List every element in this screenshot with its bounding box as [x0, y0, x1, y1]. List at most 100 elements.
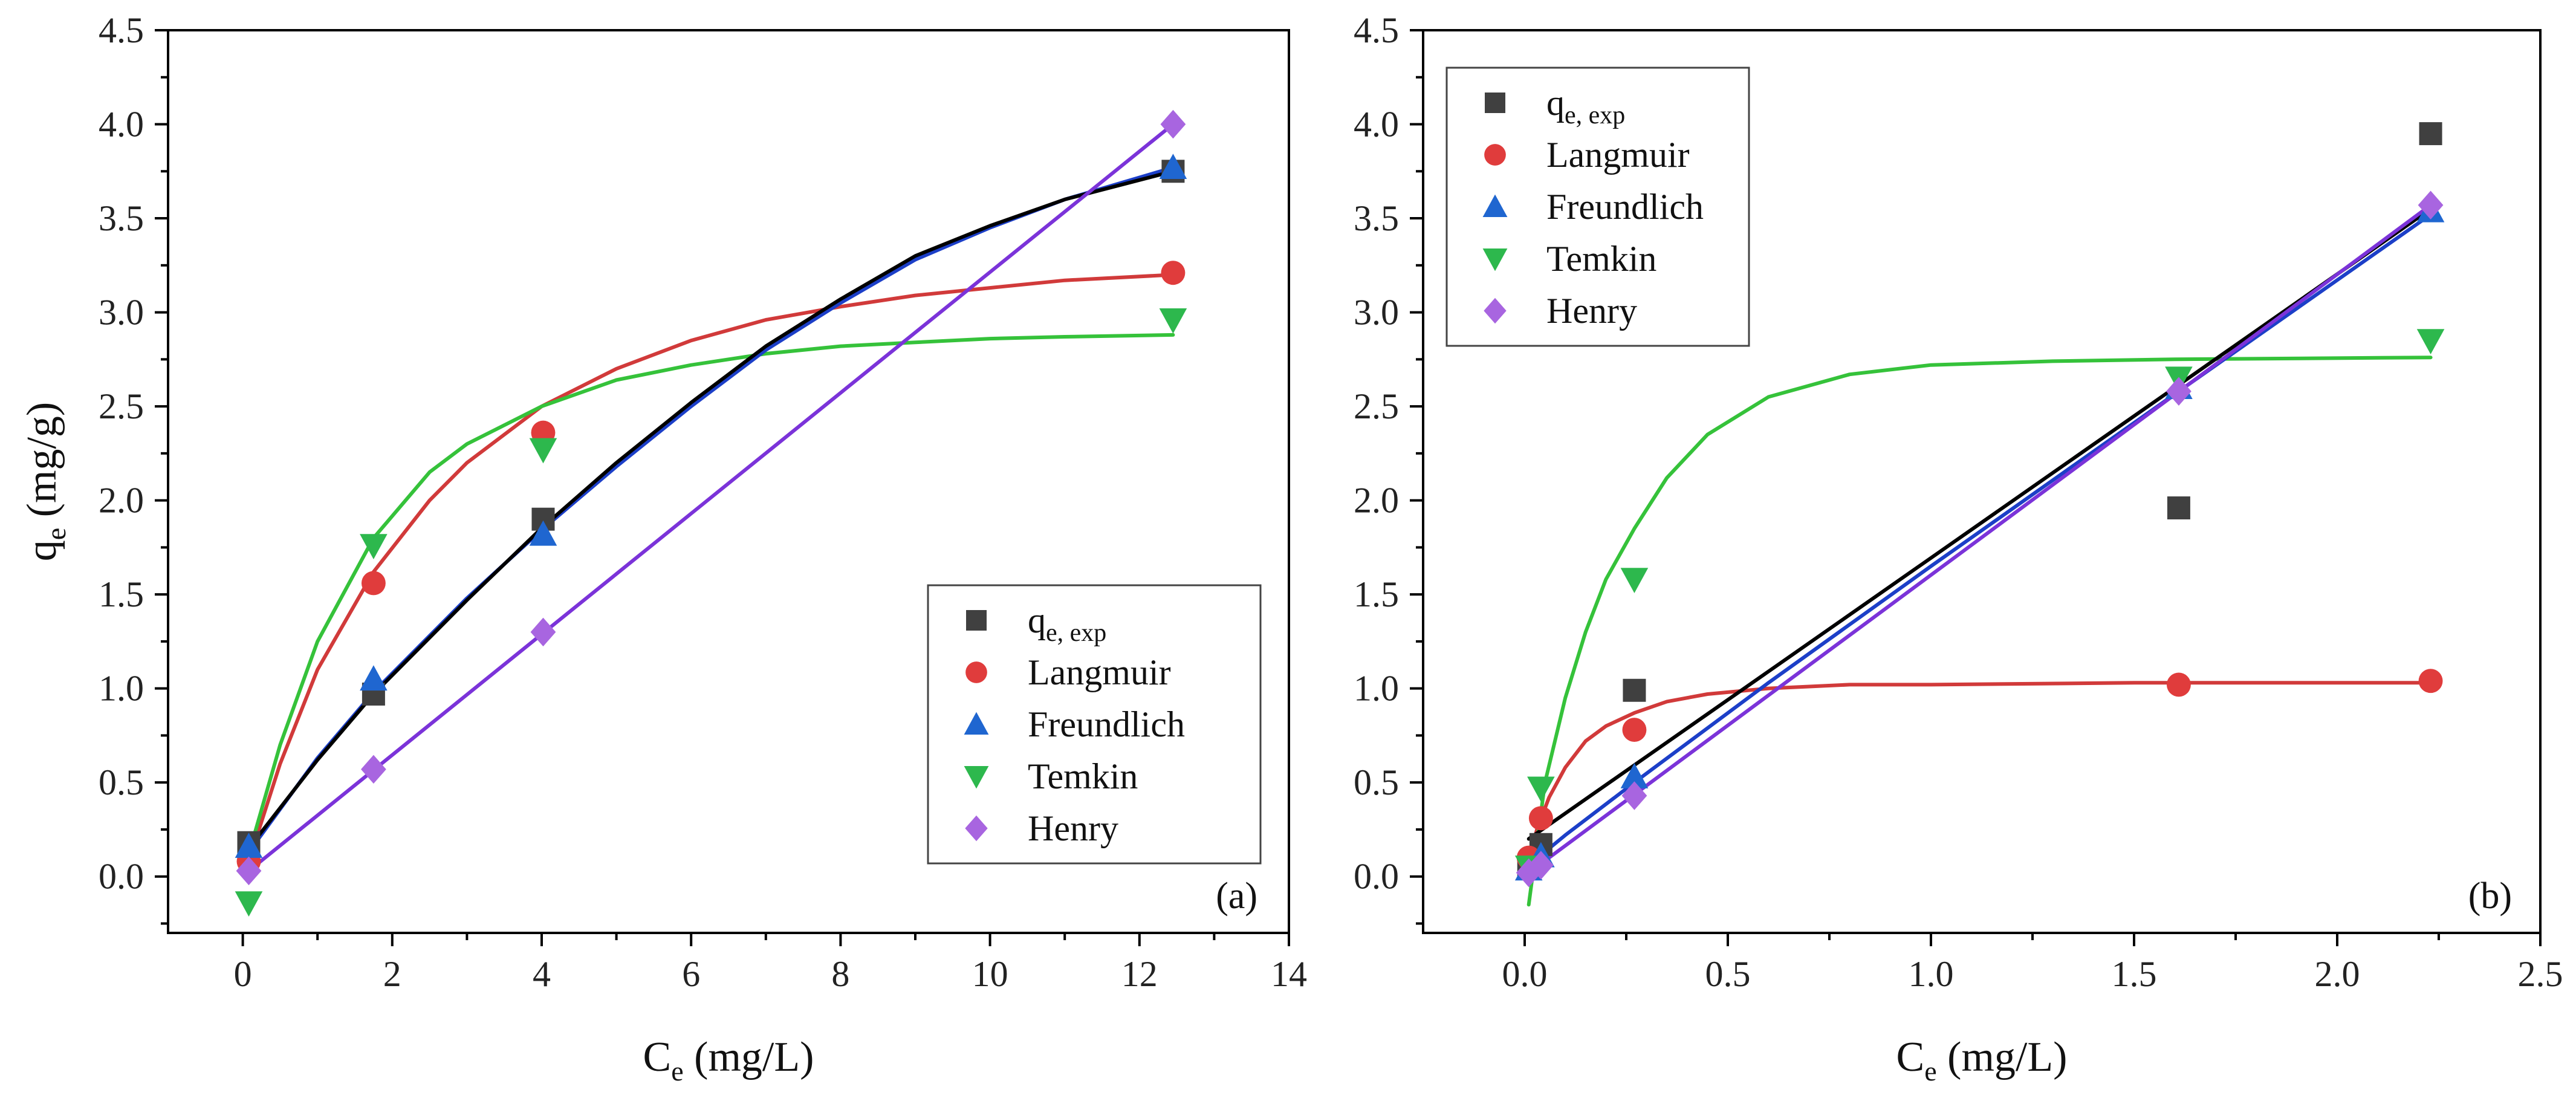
x-tick-label: 0.5: [1705, 954, 1751, 994]
plot-frame: [1422, 29, 2542, 934]
data-point-exp: [1623, 678, 1646, 702]
fit-curve-temkin: [247, 333, 1175, 856]
data-point-henry: [1160, 109, 1186, 139]
y-tick-label: 4.5: [1354, 10, 1399, 50]
plot-frame: [167, 29, 1290, 934]
x-tick-label: 4: [533, 954, 551, 994]
data-point-langmuir: [1161, 261, 1186, 285]
legend-label-henry: Henry: [1028, 808, 1118, 848]
y-tick-label: 2.5: [1354, 386, 1399, 426]
data-point-temkin: [2416, 329, 2445, 355]
data-point-freundlich: [235, 833, 263, 858]
y-tick-label: 1.0: [99, 669, 144, 709]
data-point-henry: [236, 856, 262, 886]
x-tick-label: 12: [1121, 954, 1158, 994]
legend-label-exp: qe, exp: [1546, 83, 1625, 129]
data-point-freundlich: [529, 520, 557, 546]
x-tick-label: 14: [1271, 954, 1307, 994]
legend-marker-freundlich: [1482, 194, 1508, 217]
fit-curve-langmuir: [1523, 681, 2433, 879]
data-point-henry: [1528, 851, 1554, 880]
fit-curve-henry: [247, 122, 1175, 873]
data-point-freundlich: [360, 665, 388, 691]
legend-marker-temkin: [1482, 248, 1508, 271]
y-tick-label: 0.5: [99, 762, 144, 802]
data-point-henry: [1516, 858, 1542, 888]
legend-label-freundlich: Freundlich: [1546, 187, 1704, 227]
fit-curve-black: [1526, 207, 2433, 841]
legend-box: [1445, 67, 1750, 347]
x-tick-label: 8: [831, 954, 849, 994]
panel-label: (a): [1216, 875, 1257, 917]
y-tick-label: 3.5: [99, 198, 144, 238]
y-tick-label: 3.0: [99, 293, 144, 333]
data-point-langmuir: [2418, 669, 2443, 693]
y-tick-label: 3.5: [1354, 198, 1399, 238]
data-point-henry: [2418, 190, 2444, 220]
x-tick-label: 1.0: [1909, 954, 1954, 994]
y-tick-label: 0.5: [1354, 762, 1399, 802]
data-point-exp: [2419, 122, 2442, 146]
y-tick-label: 2.0: [99, 481, 144, 521]
data-point-henry: [1621, 781, 1647, 810]
x-tick-label: 10: [972, 954, 1008, 994]
y-tick-label: 4.5: [99, 10, 144, 50]
x-tick-label: 2.5: [2518, 954, 2563, 994]
legend-marker-langmuir: [965, 661, 987, 683]
y-axis-title: qe (mg/g): [19, 402, 71, 561]
x-tick-label: 1.5: [2112, 954, 2157, 994]
data-point-langmuir: [2166, 672, 2191, 697]
x-tick-label: 2.0: [2315, 954, 2360, 994]
x-tick-label: 0.0: [1502, 954, 1548, 994]
legend-label-henry: Henry: [1546, 291, 1637, 331]
legend-label-temkin: Temkin: [1028, 756, 1138, 796]
data-point-temkin: [1159, 308, 1187, 334]
x-axis-title: Ce (mg/L): [643, 1034, 814, 1086]
y-tick-label: 1.5: [1354, 574, 1399, 614]
data-point-freundlich: [1620, 763, 1649, 788]
y-tick-label: 0.0: [99, 857, 144, 897]
legend-marker-temkin: [964, 766, 989, 789]
data-point-freundlich: [1159, 154, 1187, 180]
y-tick-label: 1.5: [99, 574, 144, 614]
legend: qe, exp Langmuir Freundlich Temkin Henry: [1445, 67, 1750, 347]
data-point-langmuir: [1622, 718, 1647, 742]
panel-label: (b): [2468, 875, 2512, 917]
data-point-langmuir: [361, 571, 386, 596]
x-tick-label: 0: [234, 954, 252, 994]
legend-marker-freundlich: [964, 712, 989, 735]
y-tick-label: 3.0: [1354, 293, 1399, 333]
data-point-temkin: [529, 438, 557, 464]
data-point-temkin: [1527, 776, 1555, 802]
legend-label-temkin: Temkin: [1546, 239, 1656, 279]
data-point-exp: [2167, 496, 2190, 520]
data-point-langmuir: [1528, 806, 1553, 831]
legend-marker-exp: [966, 610, 987, 631]
x-tick-label: 2: [383, 954, 401, 994]
data-point-henry: [530, 617, 556, 647]
data-point-temkin: [1620, 568, 1649, 594]
legend: qe, exp Langmuir Freundlich Temkin Henry: [927, 584, 1262, 865]
data-point-temkin: [235, 891, 263, 917]
legend-label-langmuir: Langmuir: [1028, 652, 1171, 692]
fit-curve-temkin: [1526, 356, 2433, 907]
y-tick-label: 1.0: [1354, 669, 1399, 709]
legend-marker-henry: [1484, 297, 1507, 324]
y-tick-label: 2.5: [99, 386, 144, 426]
chart-panel-a: 0 2 4 6 8 10 12 14 0.0 0.5 1.0 1.5 2.0 2.5 3.0 3.5 4.0 4.…: [19, 10, 1307, 1086]
chart-panel-b: 0.0 0.5 1.0 1.5 2.0 2.5 0.0 0.5 1.0 1.5 2.0 2.5 3.0 3…: [1354, 10, 2563, 1086]
legend-label-freundlich: Freundlich: [1028, 704, 1185, 744]
y-tick-label: 4.0: [1354, 105, 1399, 145]
data-point-henry: [2166, 377, 2192, 406]
legend-box: [927, 584, 1262, 865]
x-tick-label: 6: [682, 954, 700, 994]
y-tick-label: 2.0: [1354, 481, 1399, 521]
data-point-temkin: [360, 534, 388, 560]
y-tick-label: 4.0: [99, 105, 144, 145]
data-point-henry: [361, 755, 386, 784]
fit-curve-henry: [1526, 203, 2433, 875]
legend-marker-langmuir: [1484, 144, 1506, 166]
legend-label-langmuir: Langmuir: [1546, 135, 1690, 175]
legend-label-exp: qe, exp: [1028, 600, 1106, 647]
